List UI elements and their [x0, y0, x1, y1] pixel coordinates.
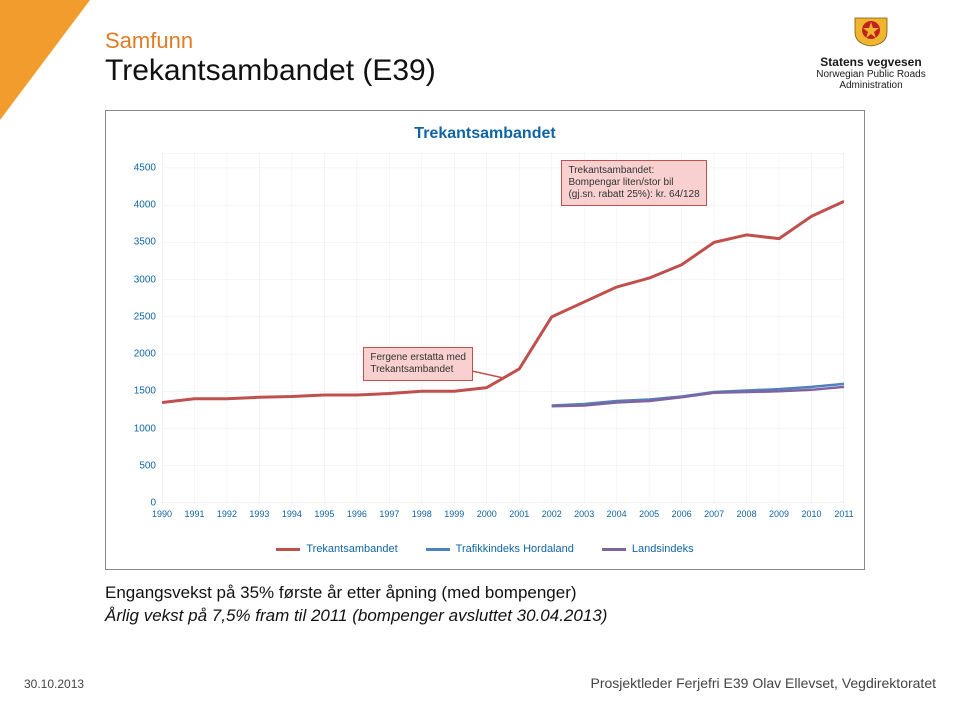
legend-item: Landsindeks [602, 543, 694, 555]
legend-item: Trafikkindeks Hordaland [426, 543, 574, 555]
page-title: Trekantsambandet (E39) [105, 54, 436, 88]
y-tick: 1000 [134, 423, 156, 434]
footer: 30.10.2013 Prosjektleder Ferjefri E39 Ol… [0, 675, 960, 691]
y-tick: 4500 [134, 162, 156, 173]
x-tick: 2001 [509, 509, 529, 519]
x-tick: 1992 [217, 509, 237, 519]
x-tick: 1999 [444, 509, 464, 519]
x-tick: 1998 [412, 509, 432, 519]
footer-right: Prosjektleder Ferjefri E39 Olav Ellevset… [591, 675, 937, 691]
x-tick: 1996 [347, 509, 367, 519]
legend-label: Trekantsambandet [306, 543, 397, 555]
x-tick: 1997 [379, 509, 399, 519]
y-tick: 500 [139, 460, 156, 471]
samfunn-label: Samfunn [105, 28, 436, 54]
y-tick: 0 [150, 498, 156, 509]
y-tick: 1500 [134, 386, 156, 397]
x-axis: 1990199119921993199419951996199719981999… [162, 509, 844, 523]
x-tick: 2010 [802, 509, 822, 519]
caption-line2: Årlig vekst på 7,5% fram til 2011 (bompe… [105, 605, 607, 628]
title-block: Samfunn Trekantsambandet (E39) [105, 28, 436, 88]
logo-sub: Norwegian Public Roads Administration [806, 69, 936, 91]
x-tick: 2007 [704, 509, 724, 519]
x-tick: 2004 [607, 509, 627, 519]
x-tick: 2000 [477, 509, 497, 519]
caption: Engangsvekst på 35% første år etter åpni… [105, 582, 607, 628]
x-tick: 2002 [542, 509, 562, 519]
legend-label: Trafikkindeks Hordaland [456, 543, 574, 555]
x-tick: 1990 [152, 509, 172, 519]
shield-icon [849, 16, 893, 53]
x-tick: 2005 [639, 509, 659, 519]
y-tick: 2500 [134, 311, 156, 322]
x-tick: 1993 [249, 509, 269, 519]
logo-block: Statens vegvesen Norwegian Public Roads … [806, 16, 936, 91]
y-axis: 050010001500200025003000350040004500 [120, 153, 160, 503]
x-tick: 1995 [314, 509, 334, 519]
caption-line1: Engangsvekst på 35% første år etter åpni… [105, 582, 607, 605]
callout: Fergene erstatta med Trekantsambandet [363, 347, 473, 381]
logo-brand: Statens vegvesen [806, 55, 936, 69]
y-tick: 3500 [134, 237, 156, 248]
callout: Trekantsambandet: Bompengar liten/stor b… [561, 160, 706, 206]
y-tick: 4000 [134, 200, 156, 211]
legend-label: Landsindeks [632, 543, 694, 555]
legend-swatch [426, 548, 450, 551]
chart: Trekantsambandet 0 500 1000 1500 2000 2500 300… [105, 110, 865, 570]
y-tick: 2000 [134, 349, 156, 360]
legend-swatch [602, 548, 626, 551]
y-tick: 3000 [134, 274, 156, 285]
x-tick: 2009 [769, 509, 789, 519]
legend: Trekantsambandet Trafikkindeks Hordaland L… [120, 543, 850, 555]
chart-title: Trekantsambandet [414, 125, 555, 143]
x-tick: 2008 [737, 509, 757, 519]
legend-item: Trekantsambandet [276, 543, 397, 555]
corner-triangle [0, 0, 90, 120]
footer-date: 30.10.2013 [24, 677, 84, 691]
x-tick: 1994 [282, 509, 302, 519]
plot-svg [162, 153, 844, 503]
plot-area [162, 153, 844, 503]
x-tick: 2011 [834, 509, 853, 519]
x-tick: 2003 [574, 509, 594, 519]
x-tick: 1991 [184, 509, 204, 519]
legend-swatch [276, 548, 300, 551]
x-tick: 2006 [672, 509, 692, 519]
